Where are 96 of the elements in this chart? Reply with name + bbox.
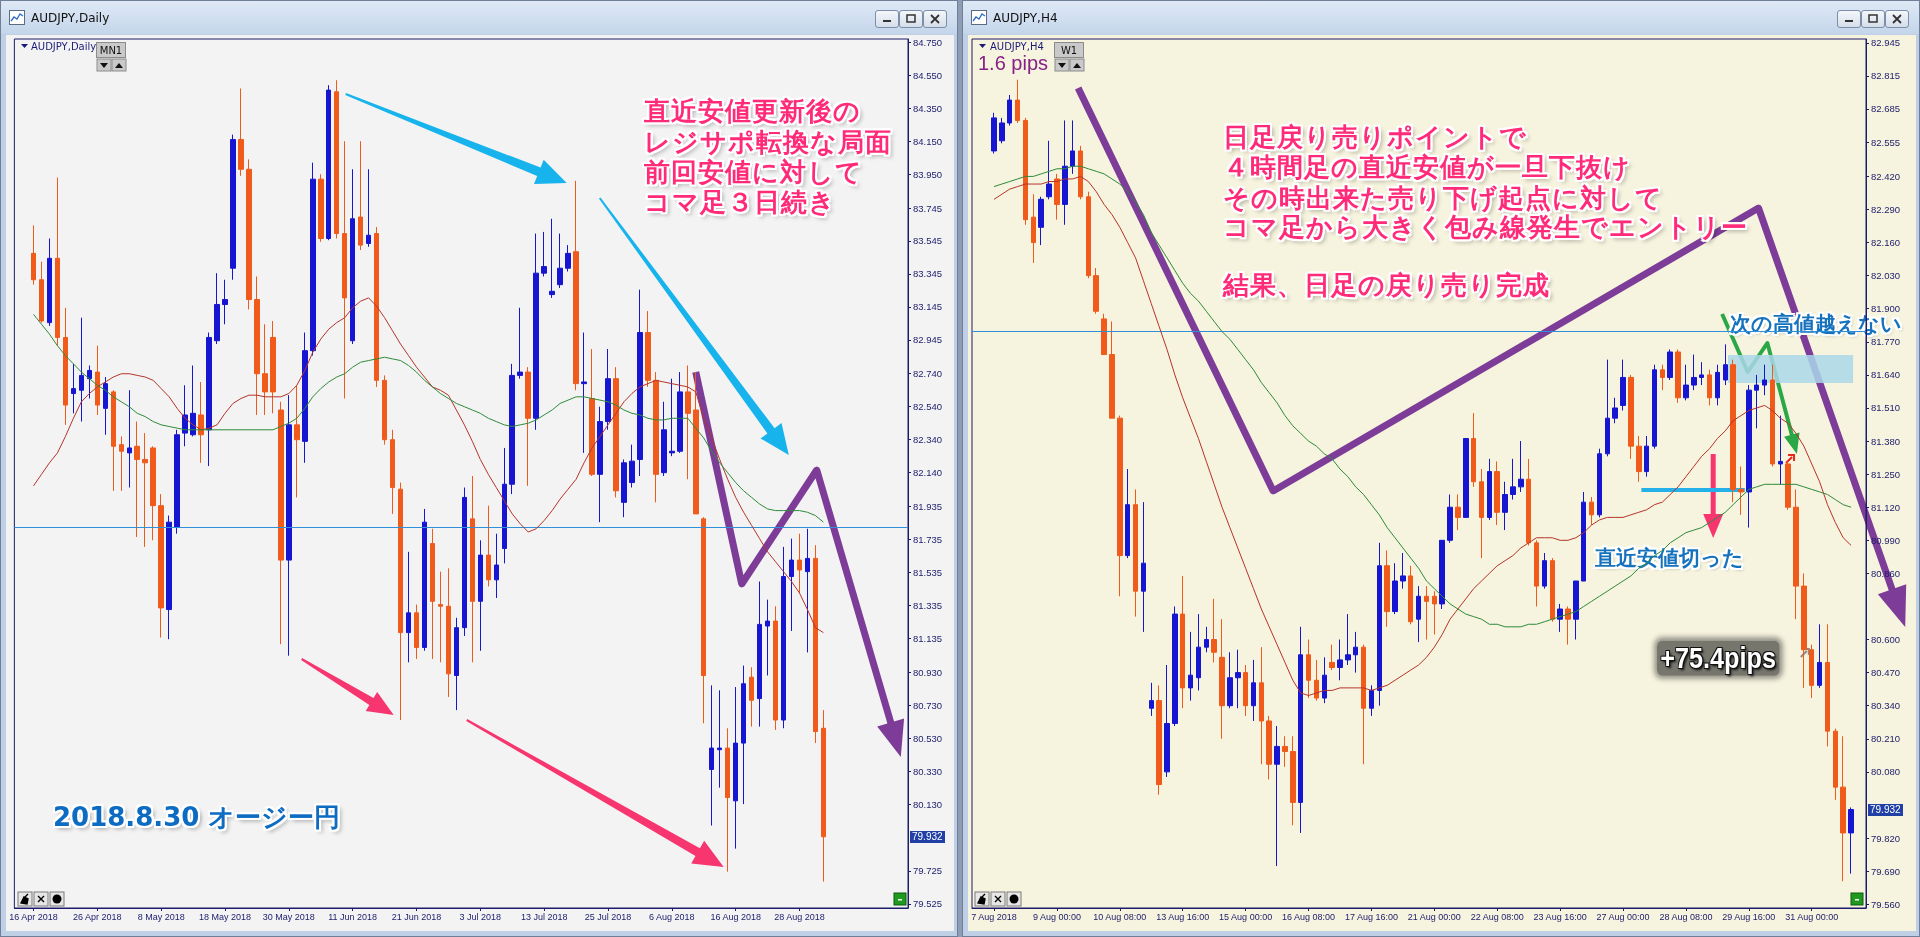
y-tick-label: 81.380 xyxy=(1871,435,1901,447)
annotation: ４時間足の直近安値が一旦下抜け xyxy=(1223,152,1631,183)
y-tick-label: 81.335 xyxy=(913,599,943,611)
x-tick-label: 28 Aug 2018 xyxy=(774,911,825,922)
annotation: 2018.8.30 オージー円 xyxy=(53,802,341,833)
annotation: AUDJPY,Daily xyxy=(31,41,97,53)
y-tick-label: 80.210 xyxy=(1871,733,1901,745)
y-tick-label: 81.535 xyxy=(913,566,943,578)
y-tick-label: 82.290 xyxy=(1871,203,1901,215)
y-tick-label: 80.080 xyxy=(1871,766,1901,778)
x-tick-label: 10 Aug 08:00 xyxy=(1093,911,1147,922)
x-tick-label: 7 Aug 2018 xyxy=(971,911,1017,922)
x-tick-label: 25 Jul 2018 xyxy=(584,911,632,922)
y-tick-label: 84.550 xyxy=(913,69,943,81)
timeframe-button: W1 xyxy=(1054,42,1084,58)
chart-title: AUDJPY,H4 xyxy=(993,11,1058,25)
y-tick-label: 80.130 xyxy=(913,798,943,810)
x-tick-label: 17 Aug 16:00 xyxy=(1344,911,1398,922)
annotation: W1 xyxy=(1060,45,1078,56)
y-tick-label: 82.030 xyxy=(1871,270,1901,282)
y-tick-label: 80.530 xyxy=(913,732,943,744)
annotation: 前回安値に対して xyxy=(644,157,863,188)
y-tick-label: 80.340 xyxy=(1871,700,1901,712)
x-tick-label: 30 May 2018 xyxy=(262,911,315,922)
y-tick-label: 84.750 xyxy=(913,36,943,48)
y-tick-label: 79.690 xyxy=(1871,865,1901,877)
y-tick-label: 81.770 xyxy=(1871,336,1901,348)
x-tick-label: 22 Aug 08:00 xyxy=(1470,911,1524,922)
y-tick-label: 83.950 xyxy=(913,168,943,180)
y-tick-label: 80.930 xyxy=(913,666,943,678)
y-tick-label: 82.540 xyxy=(913,401,943,413)
y-tick-label: 84.150 xyxy=(913,135,943,147)
x-tick-label: 11 Jun 2018 xyxy=(328,911,378,922)
x-tick-label: 16 Apr 2018 xyxy=(9,911,58,922)
y-tick-label: 82.340 xyxy=(913,434,943,446)
annotation: レジサポ転換な局面 xyxy=(644,127,892,158)
annotation: 結果、日足の戻り売り完成 xyxy=(1223,270,1550,301)
y-tick-label: 82.740 xyxy=(913,368,943,380)
x-tick-label: 8 May 2018 xyxy=(137,911,185,922)
annotation: その時出来た売り下げ起点に対して xyxy=(1223,183,1663,214)
x-tick-label: 23 Aug 16:00 xyxy=(1533,911,1587,922)
y-tick-label: 82.420 xyxy=(1871,170,1901,182)
y-tick-label: 84.350 xyxy=(913,102,943,114)
x-tick-label: 27 Aug 00:00 xyxy=(1596,911,1650,922)
y-tick-label: 81.510 xyxy=(1871,402,1901,414)
x-tick-label: 16 Aug 2018 xyxy=(710,911,761,922)
y-tick-label: 81.250 xyxy=(1871,468,1901,480)
x-tick-label: 26 Apr 2018 xyxy=(73,911,122,922)
y-tick-label: 81.120 xyxy=(1871,501,1901,513)
y-tick-label: 80.600 xyxy=(1871,634,1901,646)
y-tick-label: 83.145 xyxy=(913,301,943,313)
x-tick-label: 21 Aug 00:00 xyxy=(1407,911,1461,922)
x-tick-label: 31 Aug 00:00 xyxy=(1785,911,1839,922)
annotation: AUDJPY,H4 xyxy=(990,41,1044,53)
y-tick-label: 82.685 xyxy=(1871,103,1901,115)
y-tick-label: 82.140 xyxy=(913,467,943,479)
x-tick-label: 13 Aug 16:00 xyxy=(1156,911,1210,922)
y-tick-label: 79.560 xyxy=(1871,898,1901,910)
y-tick-label: 83.345 xyxy=(913,268,943,280)
x-tick-label: 21 Jun 2018 xyxy=(391,911,442,922)
text: 79.932 xyxy=(1868,803,1903,816)
y-tick-label: 81.640 xyxy=(1871,369,1901,381)
y-tick-label: 79.725 xyxy=(913,865,943,877)
y-tick-label: 79.820 xyxy=(1871,832,1901,844)
annotation: コマ足３日続き xyxy=(644,187,836,218)
y-tick-label: 79.525 xyxy=(913,898,943,910)
annotation: 日足戻り売りポイントで xyxy=(1223,122,1527,153)
x-tick-label: 28 Aug 08:00 xyxy=(1659,911,1713,922)
y-tick-label: 81.935 xyxy=(913,500,943,512)
y-tick-label: 82.945 xyxy=(913,334,943,346)
x-tick-label: 3 Jul 2018 xyxy=(459,911,502,922)
y-tick-label: 81.735 xyxy=(913,533,943,545)
x-tick-label: 18 May 2018 xyxy=(198,911,252,922)
x-tick-label: 6 Aug 2018 xyxy=(649,911,695,922)
y-tick-label: 81.135 xyxy=(913,632,943,644)
y-tick-label: 82.160 xyxy=(1871,237,1901,249)
annotation: 直近安値更新後の xyxy=(644,96,861,127)
y-tick-label: 82.555 xyxy=(1871,136,1901,148)
x-tick-label: 29 Aug 16:00 xyxy=(1722,911,1776,922)
y-tick-label: 82.945 xyxy=(1871,37,1901,49)
annotation: +75.4pips xyxy=(1657,640,1780,676)
timeframe-button: MN1 xyxy=(96,42,126,58)
y-tick-label: 82.815 xyxy=(1871,70,1901,82)
y-tick-label: 80.330 xyxy=(913,765,943,777)
y-tick-label: 83.545 xyxy=(913,235,943,247)
y-tick-label: 81.900 xyxy=(1871,303,1901,315)
x-tick-label: 15 Aug 00:00 xyxy=(1219,911,1273,922)
chart-title: AUDJPY,Daily xyxy=(31,11,110,25)
y-tick-label: 83.745 xyxy=(913,202,943,214)
y-tick-label: 80.470 xyxy=(1871,667,1901,679)
x-tick-label: 16 Aug 08:00 xyxy=(1282,911,1336,922)
text: 79.932 xyxy=(910,831,945,843)
annotation: 1.6 pips xyxy=(978,51,1049,75)
x-tick-label: 13 Jul 2018 xyxy=(520,911,568,922)
y-tick-label: 80.730 xyxy=(913,699,943,711)
x-tick-label: 9 Aug 00:00 xyxy=(1032,911,1081,922)
